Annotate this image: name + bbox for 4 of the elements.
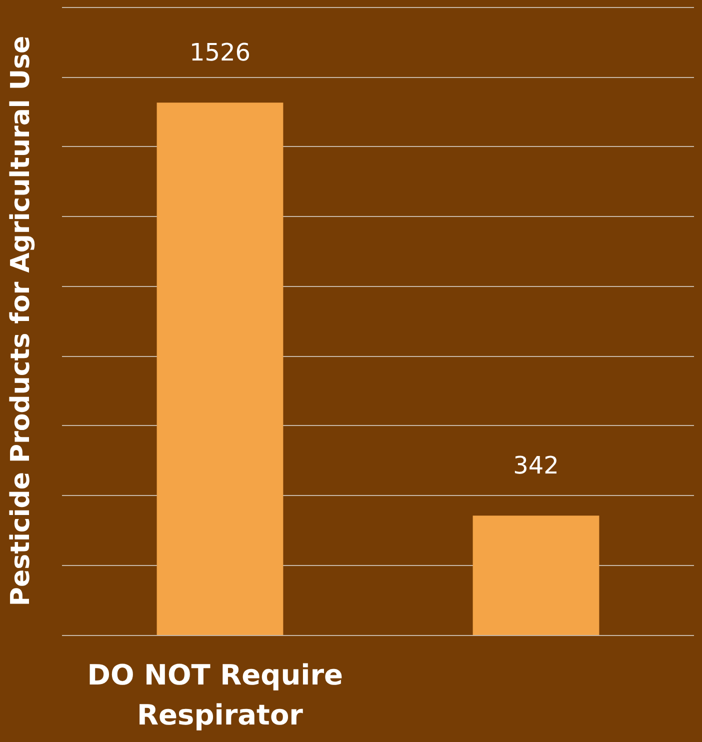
- y-axis-title: Pesticide Products for Agricultural Use: [6, 36, 36, 606]
- x-tick-label: DO NOT Require Respirator: [87, 658, 353, 732]
- data-label: 342: [513, 452, 559, 480]
- data-label: 1526: [189, 38, 251, 67]
